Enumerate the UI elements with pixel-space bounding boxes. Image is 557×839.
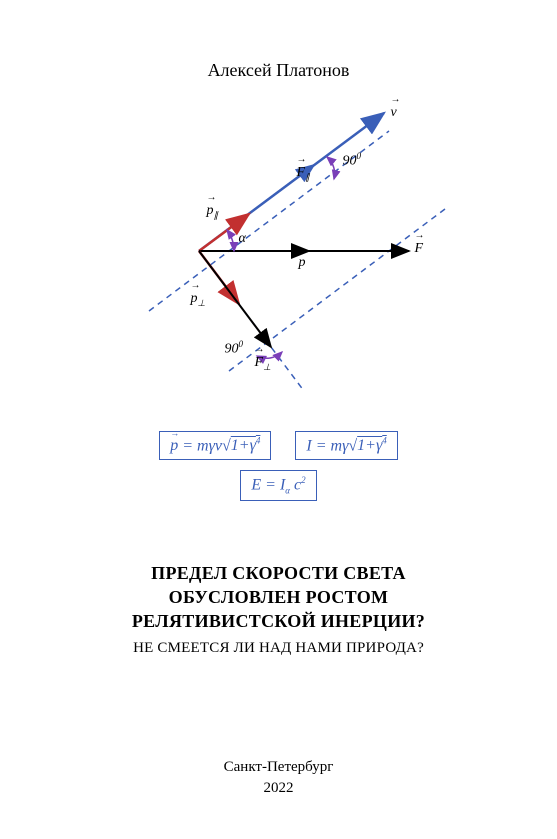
formula-row-2: E = Iα c2 — [240, 470, 316, 501]
diagram-svg — [99, 111, 459, 411]
label-F-par: F∥ — [297, 165, 310, 183]
label-p: p — [299, 255, 306, 271]
footer-city: Санкт-Петербург — [0, 757, 557, 778]
label-alpha: α — [239, 231, 246, 247]
footer-year: 2022 — [0, 778, 557, 799]
label-v: v — [391, 105, 397, 121]
title-block: ПРЕДЕЛ СКОРОСТИ СВЕТА ОБУСЛОВЛЕН РОСТОМ … — [132, 561, 425, 657]
label-F-perp: F⊥ — [255, 355, 271, 373]
label-90-bot: 900 — [225, 339, 244, 358]
title-line3: РЕЛЯТИВИСТСКОЙ ИНЕРЦИИ? — [132, 609, 425, 633]
author-name: Алексей Платонов — [208, 60, 350, 81]
formula-I: I = mγ√1+γ4 — [295, 431, 397, 460]
formula-p: →p = mγv√1+γ4 — [159, 431, 271, 460]
formula-block: →p = mγv√1+γ4 I = mγ√1+γ4 E = Iα c2 — [159, 431, 398, 501]
title-line2: ОБУСЛОВЛЕН РОСТОМ — [132, 585, 425, 609]
vector-diagram: v F∥ 900 p∥ α p F p⊥ 900 F⊥ — [99, 111, 459, 411]
footer: Санкт-Петербург 2022 — [0, 757, 557, 799]
label-p-perp: p⊥ — [191, 291, 206, 309]
label-90-top: 900 — [343, 151, 362, 170]
page: Алексей Платонов — [0, 0, 557, 839]
title-sub: НЕ СМЕЕТСЯ ЛИ НАД НАМИ ПРИРОДА? — [132, 640, 425, 657]
label-p-par: p∥ — [207, 203, 219, 221]
title-line1: ПРЕДЕЛ СКОРОСТИ СВЕТА — [132, 561, 425, 585]
label-F: F — [415, 241, 424, 257]
formula-E: E = Iα c2 — [240, 470, 316, 501]
formula-row-1: →p = mγv√1+γ4 I = mγ√1+γ4 — [159, 431, 398, 460]
